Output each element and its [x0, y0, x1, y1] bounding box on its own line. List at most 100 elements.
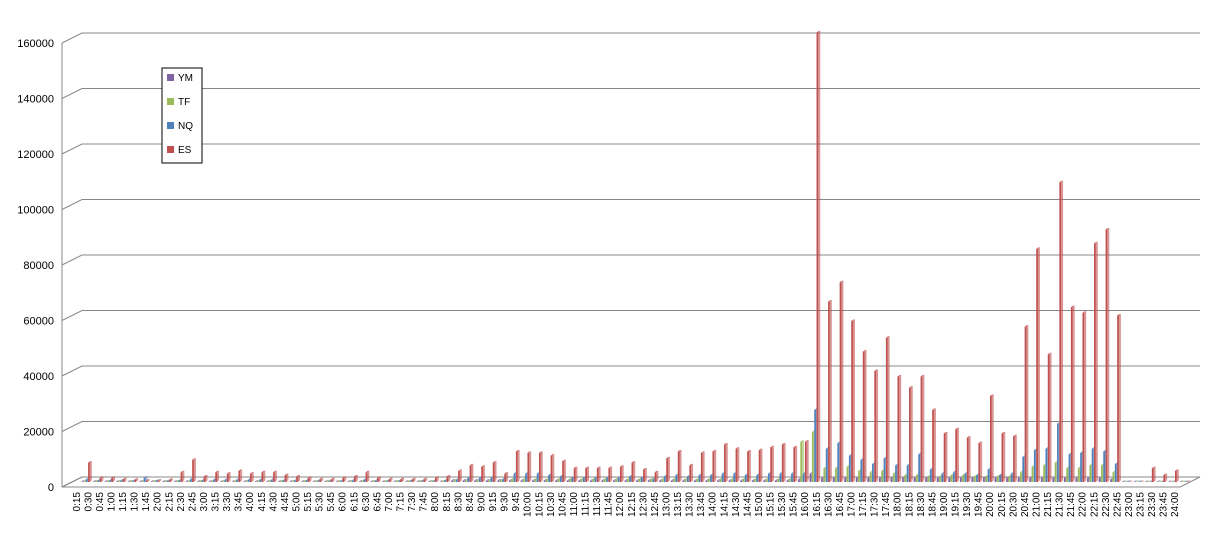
bar-top: [215, 470, 220, 473]
bar-front: [959, 477, 962, 482]
bar-top: [851, 319, 855, 322]
y-tick-label: 120000: [17, 149, 54, 161]
x-tick-label: 15:30: [777, 492, 788, 517]
bar-front: [451, 480, 453, 482]
bar-front: [106, 481, 109, 482]
x-tick-label: 8:45: [465, 492, 476, 512]
bar-side: [933, 408, 936, 482]
bar-side: [325, 480, 328, 482]
bar: [203, 474, 208, 482]
bar-top: [1151, 466, 1156, 469]
bar-front: [145, 480, 148, 482]
bar-side: [210, 480, 213, 482]
bar: [735, 447, 740, 482]
bar-top: [273, 470, 277, 473]
bar-front: [987, 469, 990, 482]
bar-front: [999, 475, 1001, 482]
bar-top: [284, 473, 289, 476]
bar-top: [1168, 480, 1172, 482]
bar-side: [563, 459, 566, 482]
bar: [1128, 480, 1133, 482]
bar-top: [1170, 480, 1175, 482]
bar-front: [305, 480, 308, 482]
bar-front: [1080, 452, 1082, 482]
bar: [319, 477, 324, 482]
bar-side: [587, 466, 590, 482]
bar: [1140, 480, 1145, 482]
bar-top: [92, 480, 97, 482]
bar-top: [407, 479, 411, 482]
bar-top: [1179, 480, 1184, 482]
bar-front: [589, 480, 592, 482]
bar-front: [349, 481, 352, 482]
bar: [266, 480, 270, 482]
bar-front: [844, 477, 847, 482]
bar-front: [809, 473, 812, 482]
bar-side: [864, 350, 867, 482]
bar-front: [453, 480, 456, 482]
bar-top: [619, 465, 624, 467]
bar-top: [550, 454, 555, 456]
bar-side: [94, 480, 97, 482]
bar-front: [247, 479, 250, 482]
bar-front: [508, 480, 511, 482]
bar-front: [249, 473, 252, 482]
bar-side: [968, 436, 971, 482]
bar-top: [243, 480, 247, 482]
bar: [88, 461, 92, 482]
bar-front: [740, 480, 742, 482]
bar-side: [1118, 314, 1121, 482]
bar: [1094, 241, 1098, 482]
bar-side: [1072, 305, 1075, 482]
bar-top: [485, 479, 490, 481]
grid-line: [61, 310, 1200, 321]
bar-front: [721, 473, 724, 482]
bar-front: [985, 476, 988, 482]
grid-line: [61, 365, 1200, 377]
bar-top: [127, 480, 132, 482]
bar: [296, 474, 300, 482]
bar-side: [760, 448, 763, 482]
bar: [770, 445, 775, 482]
bar-front: [226, 473, 229, 482]
bar-side: [529, 451, 532, 482]
y-tick-label: 100000: [17, 205, 54, 217]
bar-side: [1176, 469, 1179, 482]
bar-front: [578, 480, 581, 482]
bar-side: [852, 319, 855, 482]
bar-side: [390, 477, 393, 482]
legend-label: ES: [178, 145, 192, 156]
grid-line: [61, 88, 1200, 99]
bar-top: [1094, 241, 1098, 244]
legend-swatch: [167, 146, 174, 153]
bar-front: [825, 448, 828, 482]
bar-top: [404, 480, 409, 482]
bar: [439, 480, 444, 482]
bar-front: [744, 475, 747, 482]
bar-top: [1140, 480, 1145, 482]
y-tick-label: 60000: [23, 316, 54, 328]
bar: [358, 480, 363, 482]
bar-top: [428, 480, 432, 482]
bar-top: [458, 469, 462, 471]
bar-front: [166, 481, 169, 482]
x-tick-label: 20:45: [1020, 492, 1031, 517]
bar-front: [712, 451, 715, 482]
bar-front: [134, 479, 137, 482]
bar-front: [141, 481, 144, 482]
bar-front: [601, 480, 604, 482]
bar-side: [436, 476, 439, 482]
bar-side: [806, 440, 809, 482]
bar-front: [1110, 479, 1112, 482]
bar: [134, 478, 139, 482]
bar: [104, 480, 109, 482]
bar-front: [386, 481, 389, 482]
bar-top: [724, 443, 728, 445]
bar-front: [492, 462, 495, 482]
bar: [115, 480, 120, 482]
bar-front: [682, 480, 685, 482]
bar: [1158, 480, 1163, 482]
bar: [550, 454, 555, 482]
bar-top: [342, 476, 347, 478]
